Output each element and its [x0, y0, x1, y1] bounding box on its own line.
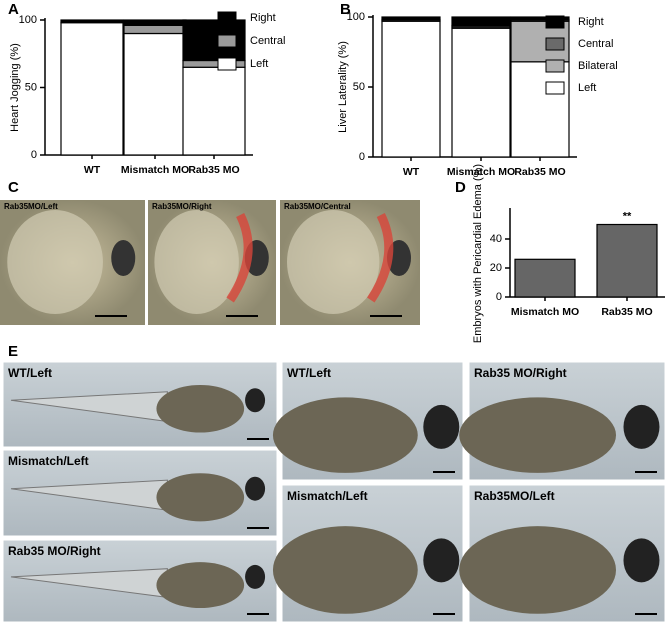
larva-body	[459, 526, 616, 614]
annotation: **	[623, 210, 632, 222]
larva-eye	[245, 388, 266, 413]
bar-segment	[60, 22, 124, 156]
embryo-yolk	[287, 210, 380, 314]
bar-segment	[123, 32, 187, 156]
photo-caption: Rab35MO/Central	[284, 202, 351, 211]
larva-body	[156, 473, 245, 522]
panel-letter: E	[8, 343, 18, 360]
larva-eye	[423, 404, 460, 449]
photo-caption: Rab35MO/Right	[152, 202, 212, 211]
legend-label: Central	[578, 38, 613, 50]
y-tick-label: 100	[19, 14, 37, 26]
legend-swatch	[545, 81, 565, 95]
y-axis-label: Heart Jogging (%)	[9, 43, 21, 132]
panel-letter: A	[8, 1, 19, 18]
x-tick-label: Mismatch MO	[447, 166, 515, 178]
y-tick-label: 40	[490, 233, 502, 245]
photo-caption: Mismatch/Left	[287, 489, 368, 503]
legend-label: Left	[250, 58, 268, 70]
legend-label: Right	[578, 16, 604, 28]
larva-body	[156, 562, 245, 609]
embryo-yolk	[154, 210, 239, 314]
bar-segment	[182, 66, 246, 156]
legend-label: Central	[250, 35, 285, 47]
embryo-yolk	[7, 210, 103, 314]
x-tick-label: WT	[84, 164, 101, 176]
legend-swatch	[217, 57, 237, 71]
larva-eye	[423, 538, 460, 583]
legend-swatch	[545, 37, 565, 51]
y-axis-label: Embryos with Pericardial Edema (%)	[472, 164, 484, 343]
x-tick-label: Rab35 MO	[188, 164, 239, 176]
y-tick-label: 50	[25, 81, 37, 93]
larva-eye	[245, 564, 266, 589]
photo-caption: Rab35MO/Left	[474, 489, 555, 503]
y-tick-label: 0	[359, 151, 365, 163]
larva-body	[272, 526, 418, 614]
y-tick-label: 50	[353, 81, 365, 93]
larva-eye	[245, 476, 266, 501]
legend-swatch	[217, 34, 237, 48]
bar	[514, 258, 576, 298]
larva-body	[156, 384, 245, 433]
bar-segment	[510, 16, 570, 21]
panel-letter: B	[340, 1, 351, 18]
larva-eye	[623, 538, 660, 583]
bar-segment	[510, 61, 570, 158]
legend-swatch	[545, 59, 565, 73]
photo-caption: Rab35 MO/Right	[474, 366, 567, 380]
x-tick-label: Mismatch MO	[121, 164, 189, 176]
panel-letter: D	[455, 179, 466, 196]
bar-segment	[381, 16, 441, 21]
bar-segment	[451, 16, 511, 26]
y-tick-label: 0	[496, 291, 502, 303]
x-tick-label: WT	[403, 166, 420, 178]
panel-letter: C	[8, 179, 19, 196]
legend-label: Right	[250, 12, 276, 24]
bar-segment	[60, 19, 124, 24]
bar-segment	[123, 24, 187, 35]
bar-segment	[381, 20, 441, 158]
legend-label: Bilateral	[578, 60, 618, 72]
y-tick-label: 0	[31, 149, 37, 161]
photo-caption: Mismatch/Left	[8, 454, 89, 468]
legend-label: Left	[578, 82, 596, 94]
photo-caption: WT/Left	[287, 366, 331, 380]
larva-eye	[623, 404, 660, 449]
x-tick-label: Rab35 MO	[514, 166, 565, 178]
legend-swatch	[217, 11, 237, 25]
bar-segment	[123, 19, 187, 27]
photo-caption: Rab35 MO/Right	[8, 544, 101, 558]
larva-body	[272, 397, 418, 473]
bar-segment	[451, 27, 511, 158]
y-axis-label: Liver Laterality (%)	[337, 41, 349, 133]
y-tick-label: 20	[490, 262, 502, 274]
photo-caption: Rab35MO/Left	[4, 202, 58, 211]
legend-swatch	[545, 15, 565, 29]
heart-signal	[367, 212, 394, 303]
x-tick-label: Mismatch MO	[511, 306, 579, 318]
heart-signal	[226, 212, 253, 303]
larva-body	[459, 397, 616, 473]
x-tick-label: Rab35 MO	[601, 306, 652, 318]
photo-caption: WT/Left	[8, 366, 52, 380]
y-tick-label: 100	[347, 11, 365, 23]
bar	[596, 223, 658, 298]
embryo-eye	[111, 240, 136, 276]
